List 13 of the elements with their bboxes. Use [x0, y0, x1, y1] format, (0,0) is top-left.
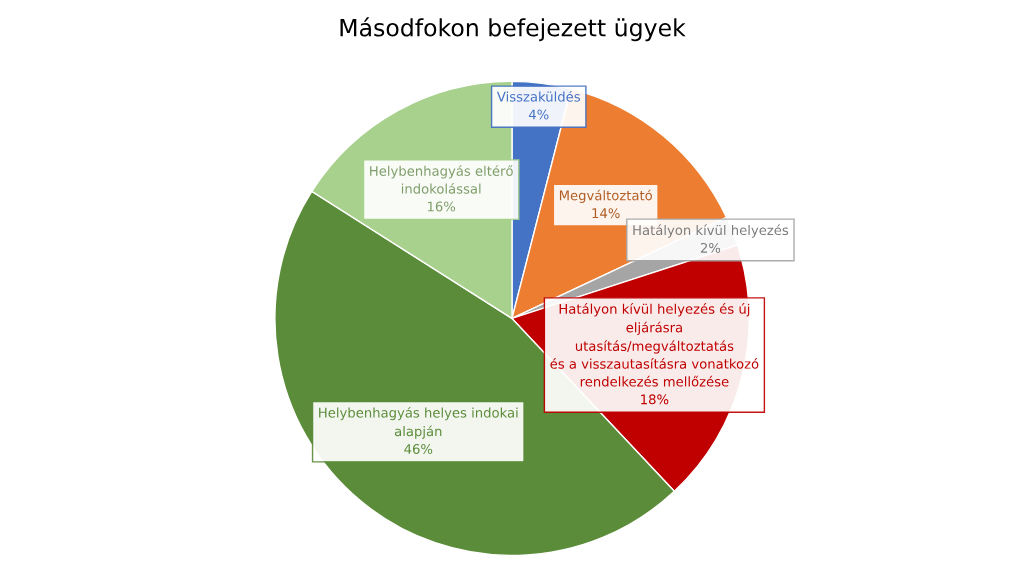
- slice-label: Helybenhagyás eltérő indokolással: [370, 165, 513, 194]
- slice-label: Hatályon kívül helyezés és új eljárásra utasítás/megváltoztatás és a visszautasításra vonatkozó rendelkezés mellőzése: [550, 303, 759, 387]
- slice-label: Megváltoztató: [559, 189, 653, 203]
- data-label: 46%: [404, 444, 433, 454]
- slice-label: Visszaküldés: [496, 90, 580, 102]
- data-label: 18%: [641, 394, 669, 405]
- slice-label: Helybenhagyás helyes indokai alapján: [319, 406, 518, 439]
- data-label: 2%: [700, 242, 721, 253]
- data-label: 16%: [427, 201, 456, 212]
- data-label: 4%: [528, 109, 549, 120]
- slice-label: Hatályon kívül helyezés: [633, 224, 789, 238]
- data-label: 14%: [592, 208, 620, 219]
- chart-title: Másodfokon befejezett ügyek: [340, 17, 686, 42]
